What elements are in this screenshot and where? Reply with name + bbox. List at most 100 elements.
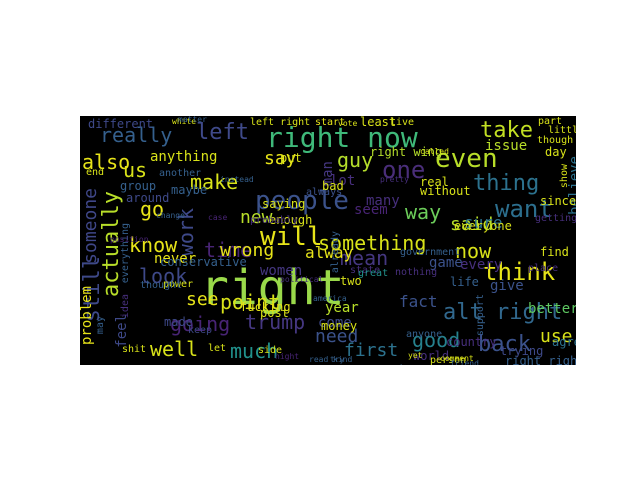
cloud-word: never bbox=[154, 251, 197, 267]
cloud-word: place bbox=[528, 263, 559, 274]
cloud-word: matter bbox=[178, 116, 207, 124]
cloud-word: better bbox=[528, 301, 576, 317]
cloud-word: everything bbox=[120, 223, 131, 284]
cloud-word: time bbox=[204, 238, 253, 262]
cloud-word: getting bbox=[535, 213, 576, 224]
cloud-word: happen bbox=[400, 364, 429, 366]
cloud-word: way bbox=[405, 200, 442, 224]
cloud-word: right right bbox=[505, 354, 576, 365]
cloud-word: first bbox=[344, 340, 399, 361]
cloud-word: left right bbox=[250, 117, 311, 128]
cloud-word: probably bbox=[250, 215, 299, 226]
cloud-word: now bbox=[455, 239, 492, 263]
cloud-word: want bbox=[495, 195, 553, 223]
cloud-word: always bbox=[306, 187, 343, 198]
cloud-word: may bbox=[95, 316, 106, 335]
cloud-word: real bbox=[420, 175, 449, 189]
cloud-word: right wing bbox=[370, 145, 443, 159]
cloud-word: america bbox=[313, 294, 347, 303]
cloud-word: change bbox=[156, 211, 185, 220]
cloud-word: agree bbox=[552, 335, 576, 349]
cloud-word: instead bbox=[220, 175, 254, 184]
cloud-word: least bbox=[360, 116, 397, 129]
cloud-word: trump bbox=[245, 310, 306, 334]
cloud-word: people bbox=[255, 186, 349, 216]
cloud-word: world bbox=[413, 349, 450, 363]
cloud-word: year bbox=[325, 300, 359, 316]
cloud-word: already bbox=[330, 231, 341, 274]
cloud-word: post bbox=[260, 306, 289, 320]
cloud-word: without bbox=[420, 184, 471, 198]
cloud-word: two bbox=[340, 274, 362, 288]
cloud-word: see bbox=[186, 289, 219, 310]
cloud-word: us bbox=[123, 158, 148, 182]
cloud-word: issue bbox=[485, 138, 528, 154]
cloud-word: conservative bbox=[160, 255, 247, 269]
cloud-word: go bbox=[140, 197, 165, 221]
cloud-word: end bbox=[86, 167, 105, 178]
cloud-word: women bbox=[260, 263, 303, 279]
cloud-word: many bbox=[366, 193, 400, 209]
cloud-word: show bbox=[559, 164, 570, 189]
cloud-word: alt right bbox=[443, 300, 563, 325]
cloud-word: saying bbox=[262, 197, 306, 211]
cloud-word: group bbox=[120, 179, 157, 193]
cloud-word: find bbox=[540, 245, 569, 259]
cloud-word: problem bbox=[80, 286, 95, 346]
cloud-word: pretty bbox=[380, 175, 409, 184]
cloud-word: country bbox=[446, 335, 497, 349]
cloud-word: point bbox=[220, 290, 281, 314]
cloud-word: seem bbox=[354, 202, 388, 218]
cloud-word: since bbox=[540, 194, 576, 208]
cloud-word: case bbox=[208, 213, 228, 222]
cloud-word: well bbox=[150, 337, 199, 361]
cloud-word: yet bbox=[408, 351, 423, 360]
cloud-word: political bbox=[280, 275, 324, 284]
cloud-word: money bbox=[321, 319, 358, 333]
cloud-word: good bbox=[412, 328, 461, 352]
cloud-word: friend bbox=[450, 359, 479, 366]
cloud-word: will bbox=[260, 222, 323, 252]
cloud-word: live bbox=[390, 117, 415, 128]
cloud-word: white bbox=[172, 117, 197, 126]
cloud-word: little bbox=[548, 125, 576, 136]
cloud-word: right now bbox=[266, 121, 418, 154]
cloud-word: made bbox=[164, 315, 193, 329]
cloud-word: great bbox=[358, 268, 389, 279]
word-cloud: right right now will people left one even think… bbox=[80, 116, 576, 365]
cloud-word: government bbox=[400, 247, 461, 258]
cloud-word: thing bbox=[473, 171, 540, 196]
cloud-word: everyone bbox=[454, 219, 512, 233]
cloud-word: fucking bbox=[240, 300, 291, 314]
cloud-word: around bbox=[126, 191, 170, 205]
cloud-word: night bbox=[275, 352, 300, 361]
cloud-word: state bbox=[350, 265, 381, 276]
cloud-word: give bbox=[490, 278, 524, 294]
cloud-word: take bbox=[480, 118, 533, 143]
cloud-word: fact bbox=[399, 292, 438, 311]
cloud-word: though bbox=[537, 135, 574, 146]
cloud-word: going bbox=[170, 312, 231, 336]
cloud-word: much bbox=[230, 339, 279, 363]
cloud-word: different bbox=[88, 117, 154, 131]
cloud-word: bad bbox=[322, 179, 344, 193]
cloud-word: called bbox=[420, 147, 449, 156]
cloud-word: anything bbox=[150, 149, 218, 165]
cloud-word: read bbox=[309, 355, 329, 364]
cloud-word: side bbox=[258, 345, 283, 356]
cloud-word: think bbox=[483, 258, 556, 286]
cloud-word: kind bbox=[333, 355, 353, 364]
cloud-word: lot bbox=[330, 173, 356, 189]
cloud-word: maybe bbox=[171, 183, 208, 197]
cloud-word: enough bbox=[269, 213, 313, 227]
cloud-word: guy bbox=[337, 148, 374, 172]
cloud-word: thought bbox=[140, 280, 183, 291]
cloud-word: comment bbox=[440, 354, 474, 363]
cloud-word: nothing bbox=[395, 267, 438, 278]
cloud-word: every bbox=[460, 257, 503, 273]
cloud-word: anyone bbox=[406, 329, 443, 340]
cloud-word: know bbox=[129, 233, 178, 257]
cloud-word: left bbox=[196, 120, 249, 145]
cloud-word: sure bbox=[464, 213, 503, 232]
cloud-word: mean bbox=[340, 246, 389, 270]
